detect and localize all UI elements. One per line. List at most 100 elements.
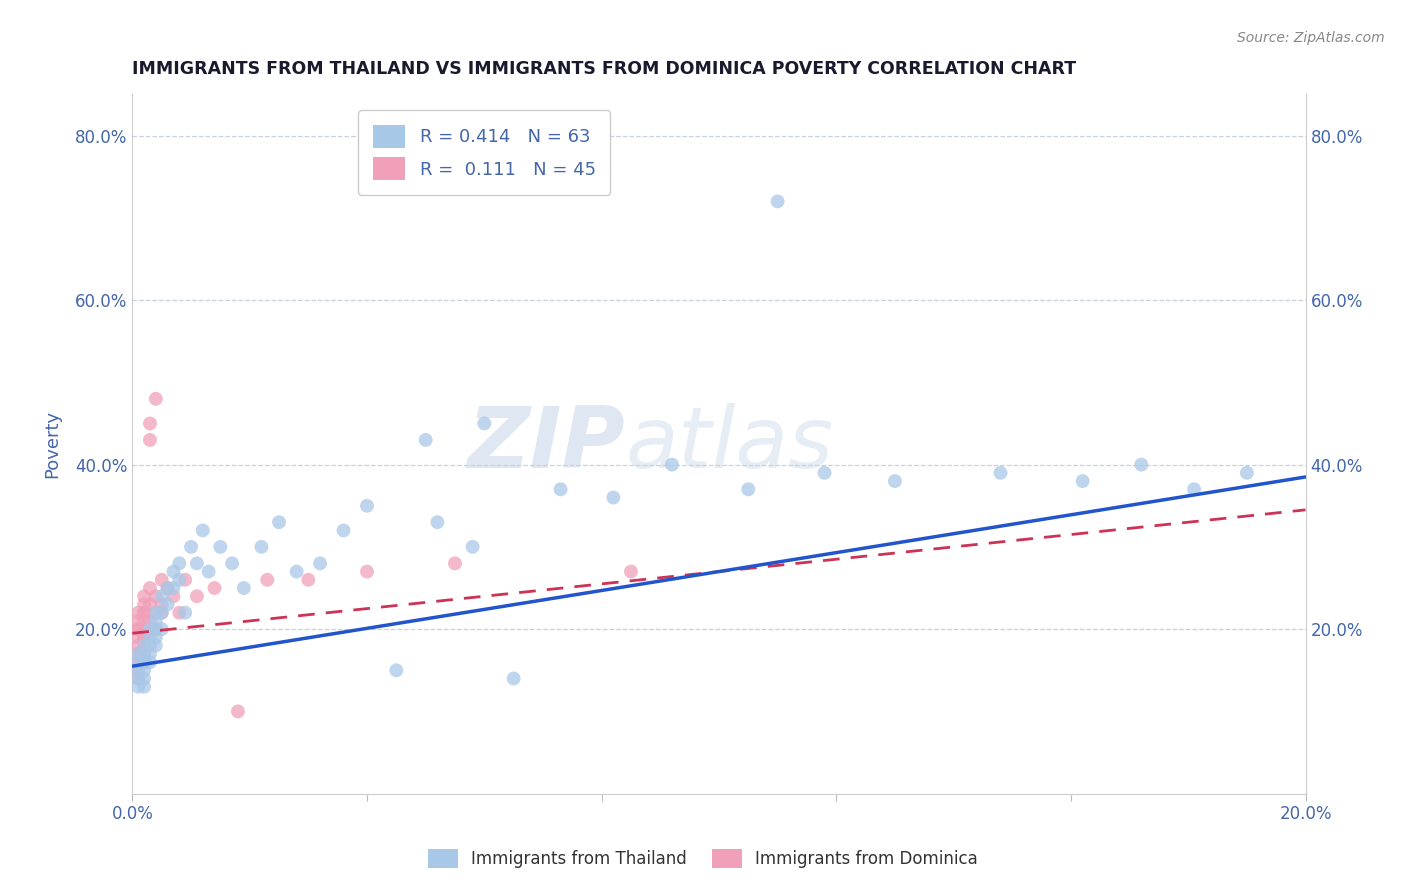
Point	[197, 565, 219, 579]
Point	[1182, 483, 1205, 497]
Point	[132, 647, 155, 661]
Point	[145, 392, 167, 406]
Point	[132, 639, 155, 653]
Point	[139, 581, 162, 595]
Point	[267, 515, 290, 529]
Point	[1071, 474, 1094, 488]
Point	[145, 589, 167, 603]
Point	[550, 483, 572, 497]
Point	[139, 622, 162, 636]
Point	[502, 672, 524, 686]
Point	[127, 622, 149, 636]
Point	[132, 606, 155, 620]
Point	[356, 499, 378, 513]
Point	[132, 598, 155, 612]
Point	[385, 663, 408, 677]
Point	[139, 655, 162, 669]
Y-axis label: Poverty: Poverty	[44, 410, 60, 478]
Point	[191, 524, 214, 538]
Point	[127, 631, 149, 645]
Point	[145, 614, 167, 628]
Point	[132, 631, 155, 645]
Text: ZIP: ZIP	[467, 402, 626, 485]
Point	[132, 622, 155, 636]
Point	[132, 647, 155, 661]
Point	[150, 606, 173, 620]
Point	[127, 663, 149, 677]
Point	[620, 565, 643, 579]
Point	[132, 655, 155, 669]
Point	[139, 614, 162, 628]
Point	[221, 557, 243, 571]
Point	[132, 631, 155, 645]
Point	[127, 614, 149, 628]
Point	[162, 589, 184, 603]
Point	[150, 598, 173, 612]
Point	[472, 417, 495, 431]
Point	[209, 540, 232, 554]
Point	[139, 622, 162, 636]
Point	[127, 647, 149, 661]
Point	[127, 639, 149, 653]
Text: IMMIGRANTS FROM THAILAND VS IMMIGRANTS FROM DOMINICA POVERTY CORRELATION CHART: IMMIGRANTS FROM THAILAND VS IMMIGRANTS F…	[132, 60, 1077, 78]
Point	[132, 655, 155, 669]
Point	[461, 540, 484, 554]
Point	[883, 474, 905, 488]
Point	[145, 622, 167, 636]
Point	[132, 639, 155, 653]
Point	[150, 606, 173, 620]
Point	[256, 573, 278, 587]
Point	[127, 680, 149, 694]
Point	[1130, 458, 1153, 472]
Point	[132, 589, 155, 603]
Point	[132, 680, 155, 694]
Point	[150, 589, 173, 603]
Point	[169, 573, 191, 587]
Point	[127, 663, 149, 677]
Point	[139, 647, 162, 661]
Point	[174, 606, 197, 620]
Point	[661, 458, 683, 472]
Point	[162, 565, 184, 579]
Point	[186, 557, 208, 571]
Point	[174, 573, 197, 587]
Legend: Immigrants from Thailand, Immigrants from Dominica: Immigrants from Thailand, Immigrants fro…	[422, 842, 984, 875]
Point	[127, 606, 149, 620]
Point	[139, 598, 162, 612]
Point	[127, 647, 149, 661]
Point	[139, 433, 162, 447]
Point	[139, 631, 162, 645]
Point	[285, 565, 308, 579]
Point	[186, 589, 208, 603]
Point	[139, 417, 162, 431]
Legend: R = 0.414   N = 63, R =  0.111   N = 45: R = 0.414 N = 63, R = 0.111 N = 45	[359, 111, 610, 194]
Point	[132, 614, 155, 628]
Point	[332, 524, 354, 538]
Point	[145, 639, 167, 653]
Point	[145, 606, 167, 620]
Point	[297, 573, 319, 587]
Point	[132, 606, 155, 620]
Point	[602, 491, 624, 505]
Point	[145, 631, 167, 645]
Point	[150, 622, 173, 636]
Text: Source: ZipAtlas.com: Source: ZipAtlas.com	[1237, 31, 1385, 45]
Point	[127, 672, 149, 686]
Point	[145, 622, 167, 636]
Point	[145, 606, 167, 620]
Point	[127, 655, 149, 669]
Point	[813, 466, 835, 480]
Point	[156, 598, 179, 612]
Point	[132, 663, 155, 677]
Point	[737, 483, 759, 497]
Point	[232, 581, 254, 595]
Point	[169, 557, 191, 571]
Point	[426, 515, 449, 529]
Point	[415, 433, 437, 447]
Point	[356, 565, 378, 579]
Point	[162, 581, 184, 595]
Point	[127, 672, 149, 686]
Point	[150, 573, 173, 587]
Point	[204, 581, 226, 595]
Point	[156, 581, 179, 595]
